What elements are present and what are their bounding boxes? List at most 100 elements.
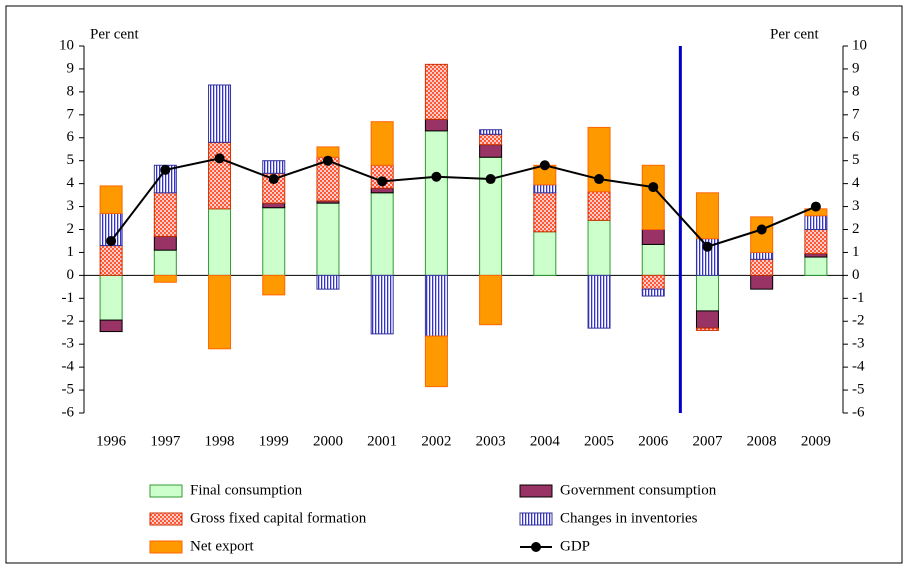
bar-segment <box>424 335 448 388</box>
gdp-point <box>810 201 821 212</box>
y-tick-label: 1 <box>67 244 75 260</box>
gdp-point <box>106 235 117 246</box>
bar-segment <box>153 235 177 251</box>
legend-swatch <box>149 512 183 526</box>
y-tick-label: 7 <box>67 106 75 122</box>
y2-tick-label: -4 <box>852 359 865 375</box>
bar-segment <box>641 288 665 297</box>
bar-segment <box>208 141 232 210</box>
y-tick-label: 10 <box>59 37 74 53</box>
bar-segment <box>695 274 719 312</box>
bar-segment <box>208 84 232 143</box>
legend-label: GDP <box>560 538 590 554</box>
bar-segment <box>750 216 774 253</box>
x-tick-label: 2000 <box>313 433 343 449</box>
bar-segment <box>587 191 611 221</box>
bar-segment <box>641 274 665 290</box>
gdp-point <box>648 182 659 193</box>
x-tick-label: 2001 <box>367 433 397 449</box>
bar-segment <box>750 274 774 290</box>
bar-segment <box>208 274 232 350</box>
y-tick-label: -1 <box>62 290 75 306</box>
y2-axis-label: Per cent <box>770 26 820 42</box>
bar-segment <box>99 319 123 333</box>
bar-segment <box>587 126 611 193</box>
y2-tick-label: 1 <box>852 244 860 260</box>
bar-segment <box>533 192 557 233</box>
bar-segment <box>316 274 340 290</box>
gdp-point <box>756 224 767 235</box>
bar-segment <box>262 160 286 174</box>
legend-swatch <box>149 540 183 554</box>
legend-label: Net export <box>190 538 255 554</box>
gdp-point <box>594 174 605 185</box>
bar-segment <box>424 63 448 120</box>
bar-segment <box>262 274 286 296</box>
bar-segment <box>587 219 611 276</box>
y-axis-label: Per cent <box>90 26 140 42</box>
y-tick-label: 2 <box>67 221 75 237</box>
bar-segment <box>804 253 828 258</box>
bar-segment <box>370 187 394 194</box>
bar-segment <box>587 274 611 329</box>
y-tick-label: -5 <box>62 382 75 398</box>
y-tick-label: 3 <box>67 198 75 214</box>
bar-segment <box>316 202 340 276</box>
x-tick-label: 1999 <box>259 433 289 449</box>
x-tick-label: 1997 <box>150 433 181 449</box>
y2-tick-label: 10 <box>852 37 867 53</box>
bar-segment <box>641 164 665 230</box>
x-tick-label: 2007 <box>692 433 723 449</box>
bar-segment <box>695 327 719 331</box>
bar-segment <box>424 130 448 276</box>
y-tick-label: 0 <box>67 267 75 283</box>
bar-segment <box>804 229 828 255</box>
legend-swatch <box>149 484 183 498</box>
bar-segment <box>695 310 719 329</box>
y2-tick-label: 4 <box>852 175 860 191</box>
y-tick-label: 9 <box>67 60 75 76</box>
bar-segment <box>695 192 719 240</box>
legend-swatch <box>519 512 553 526</box>
y2-tick-label: 7 <box>852 106 860 122</box>
y2-tick-label: 0 <box>852 267 860 283</box>
gdp-line <box>110 157 817 248</box>
gdp-point <box>431 171 442 182</box>
bar-segment <box>153 192 177 237</box>
gdp-point <box>702 241 713 252</box>
bar-segment <box>533 184 557 194</box>
bar-segment <box>479 133 503 146</box>
y2-tick-label: 2 <box>852 221 860 237</box>
bar-segment <box>424 274 448 337</box>
gdp-point <box>322 155 333 166</box>
bar-segment <box>153 249 177 276</box>
y2-tick-label: -2 <box>852 313 865 329</box>
legend-label: Changes in inventories <box>560 510 698 526</box>
gdp-point <box>377 176 388 187</box>
y2-tick-label: 6 <box>852 129 860 145</box>
bar-segment <box>153 274 177 283</box>
y2-tick-label: -1 <box>852 290 865 306</box>
x-tick-label: 1998 <box>205 433 235 449</box>
bar-segment <box>641 229 665 245</box>
y2-tick-label: -6 <box>852 404 865 420</box>
legend-marker <box>531 542 541 552</box>
x-tick-label: 2004 <box>530 433 561 449</box>
x-tick-label: 2003 <box>476 433 506 449</box>
bar-segment <box>750 251 774 260</box>
y2-tick-label: 8 <box>852 83 860 99</box>
bar-segment <box>479 144 503 158</box>
bar-segment <box>370 192 394 276</box>
bar-segment <box>99 274 123 321</box>
y-tick-label: -6 <box>62 404 75 420</box>
bar-segment <box>262 202 286 209</box>
x-tick-label: 1996 <box>96 433 127 449</box>
y2-tick-label: 9 <box>852 60 860 76</box>
bar-segment <box>370 274 394 335</box>
bar-segment <box>208 208 232 276</box>
x-tick-label: 2009 <box>801 433 831 449</box>
bar-segment <box>479 274 503 326</box>
y-tick-label: -2 <box>62 313 75 329</box>
bar-segment <box>804 215 828 231</box>
